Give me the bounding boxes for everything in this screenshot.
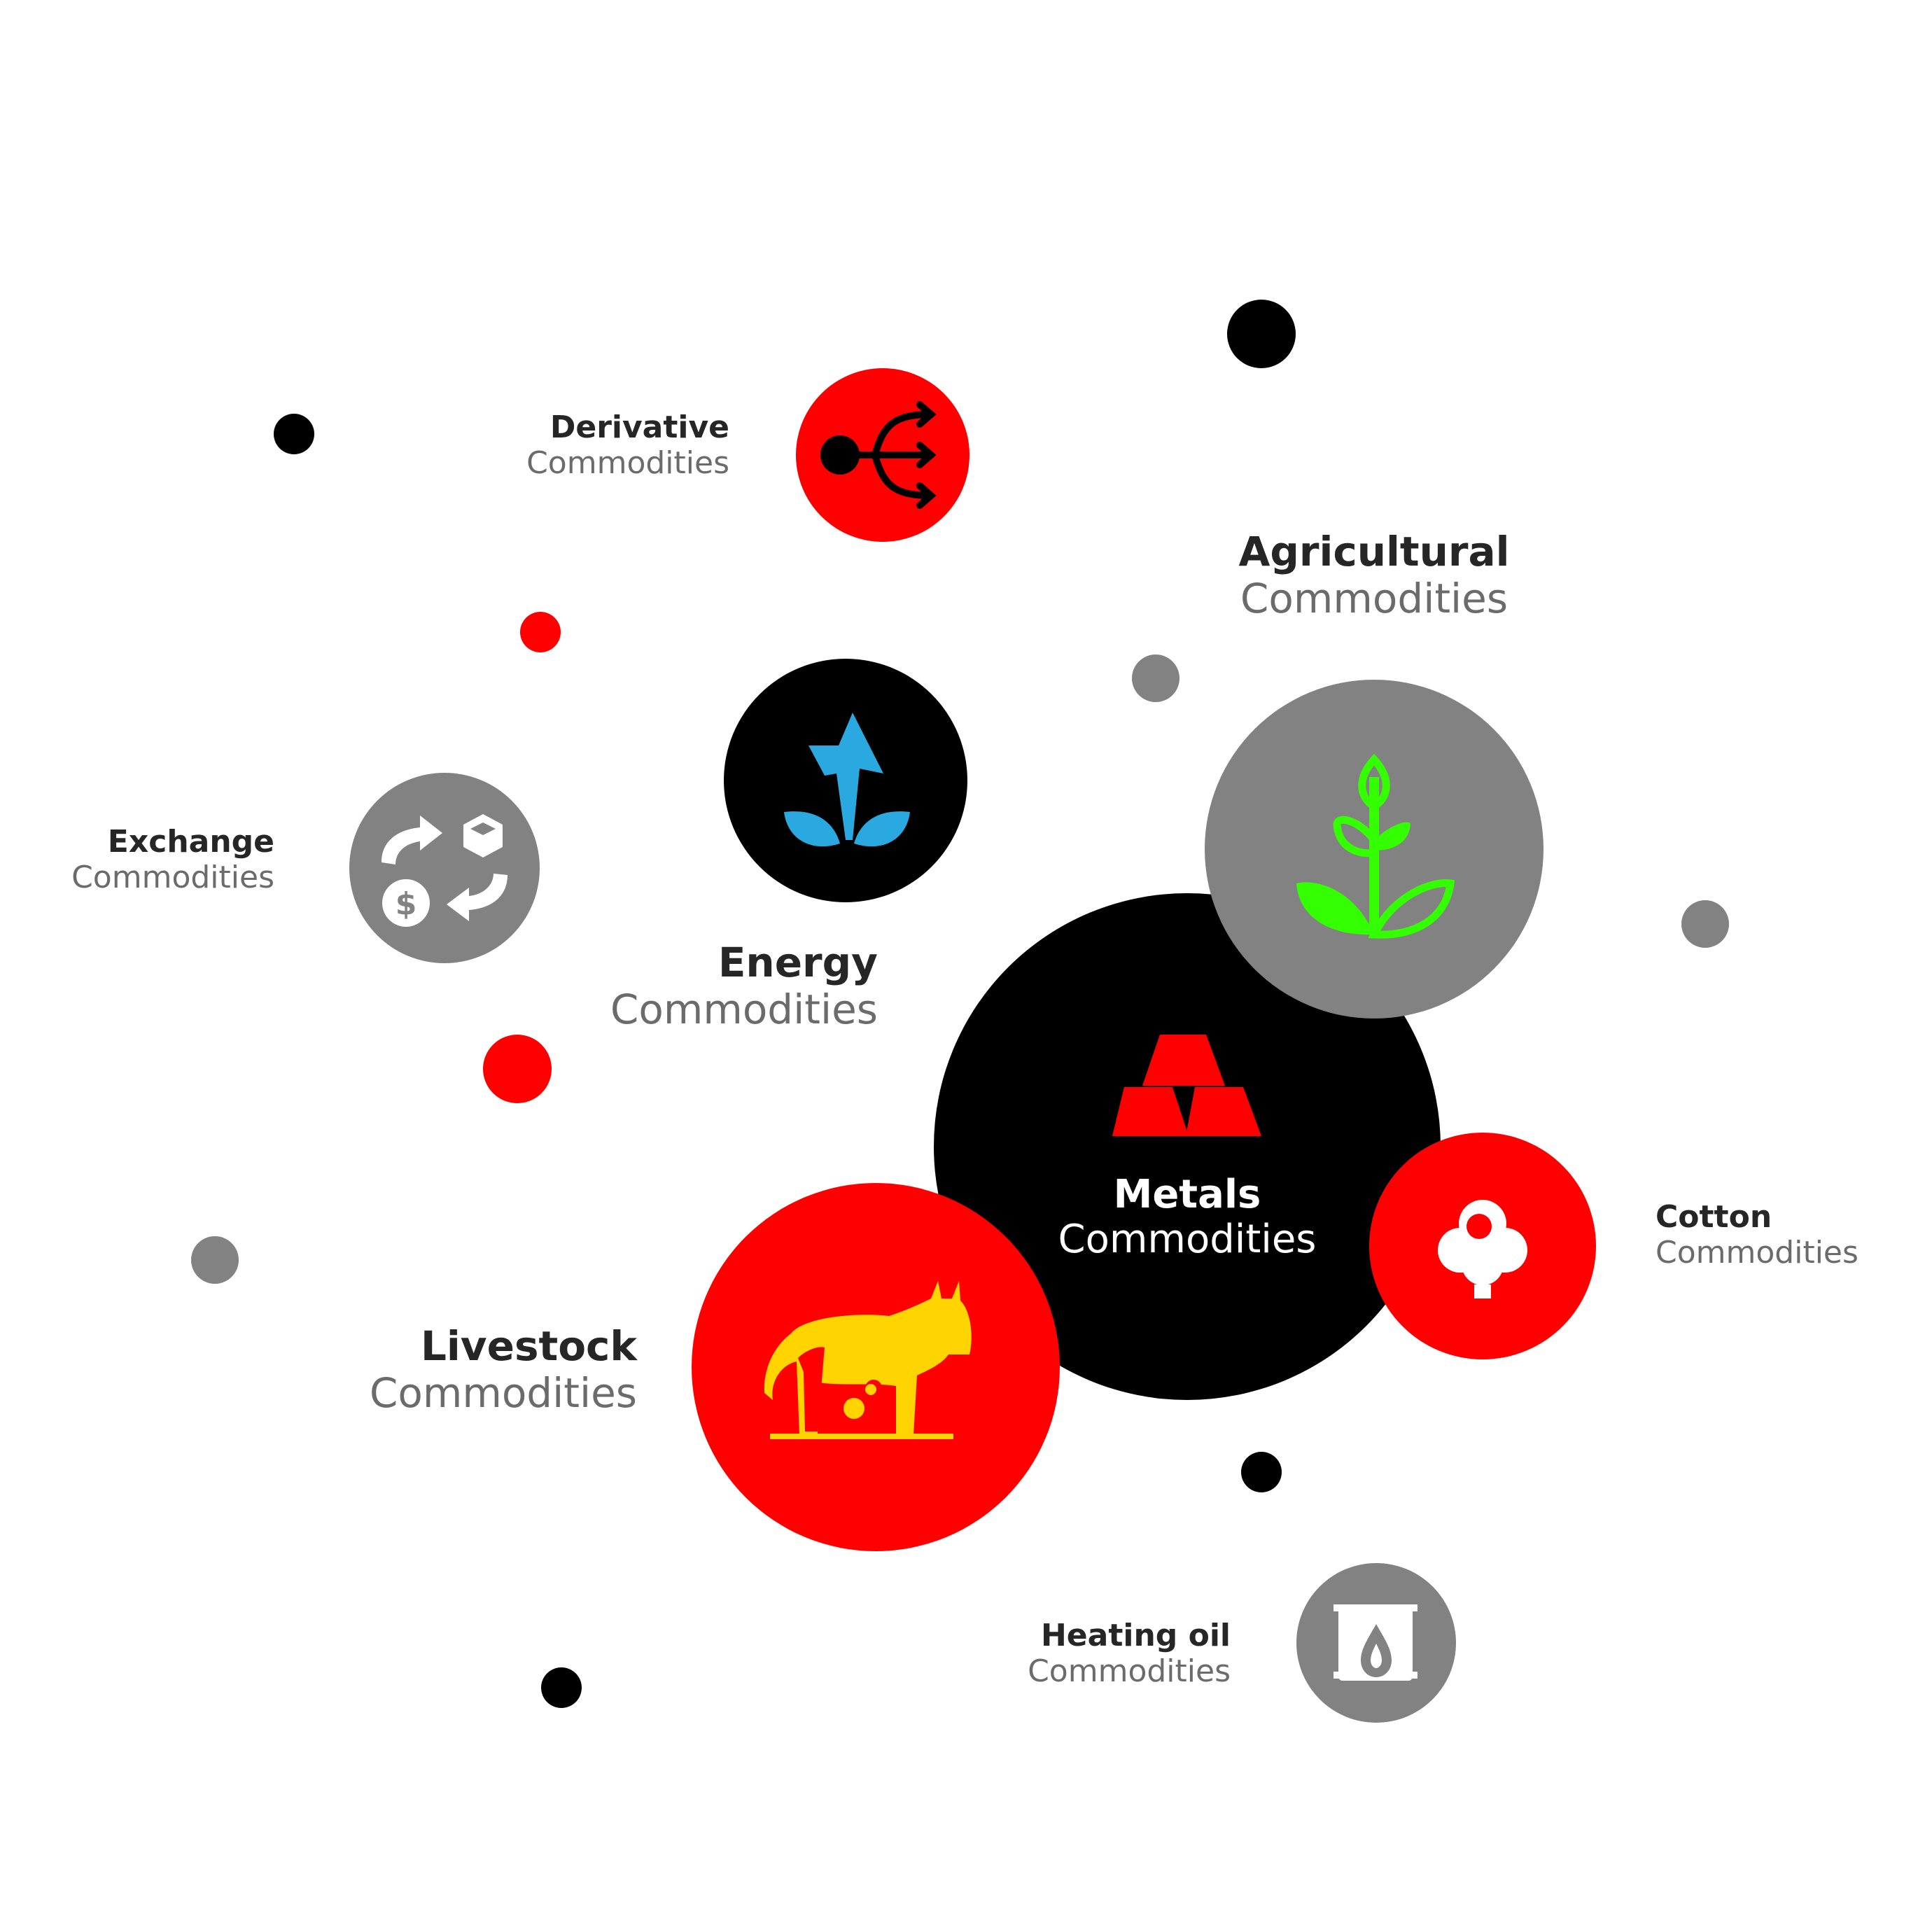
dot-gray: [1132, 654, 1180, 702]
label-livestock: Livestock Commodities: [370, 1323, 637, 1416]
plant-icon: [1296, 753, 1455, 939]
exchange-subtitle: Commodities: [71, 859, 274, 895]
agricultural-bubble: [1205, 680, 1544, 1018]
livestock-title: Livestock: [420, 1322, 637, 1370]
gold-bars-icon: [1112, 1035, 1261, 1136]
energy-bubble: [724, 659, 967, 902]
cotton-subtitle: Commodities: [1656, 1234, 1858, 1270]
energy-subtitle: Commodities: [610, 985, 878, 1033]
cotton-title: Cotton: [1656, 1199, 1772, 1235]
dot-gray: [1681, 900, 1729, 948]
split-arrows-icon: [820, 401, 937, 509]
derivative-title: Derivative: [550, 410, 729, 445]
label-agricultural: Agricultural Commodities: [1199, 528, 1549, 622]
livestock-subtitle: Commodities: [369, 1368, 637, 1417]
energy-title: Energy: [718, 939, 878, 986]
decorative-dots: [191, 300, 1729, 1708]
exchange-cycle-icon: [382, 814, 507, 927]
dot-red: [520, 612, 561, 652]
derivative-bubble: [796, 368, 969, 542]
label-exchange: Exchange Commodities: [71, 824, 274, 895]
livestock-bubble: [692, 1183, 1060, 1551]
metals-subtitle: Commodities: [1058, 1217, 1317, 1263]
heating-oil-title: Heating oil: [1040, 1618, 1231, 1653]
cotton-seed: [1466, 1214, 1492, 1239]
heating-oil-bubble: [1296, 1563, 1456, 1723]
dot-black: [1241, 1452, 1282, 1492]
dollar-sign-icon: $: [396, 886, 417, 922]
dot-gray: [191, 1236, 239, 1284]
lightning-leaf-icon: [784, 713, 910, 847]
agricultural-subtitle: Commodities: [1240, 574, 1508, 622]
derivative-subtitle: Commodities: [526, 444, 729, 481]
chicken-icon: [844, 1384, 876, 1419]
label-energy: Energy Commodities: [610, 939, 878, 1032]
dot-red: [483, 1035, 552, 1103]
exchange-bubble: $: [349, 773, 540, 963]
metals-circle: [934, 893, 1441, 1400]
exchange-title: Exchange: [107, 824, 274, 860]
dot-black: [1227, 300, 1296, 368]
heating-oil-subtitle: Commodities: [1028, 1653, 1231, 1689]
dot-black: [541, 1667, 582, 1708]
cotton-bubble: [1369, 1133, 1596, 1359]
label-heating-oil: Heating oil Commodities: [1028, 1618, 1231, 1689]
label-metals: Metals Commodities: [1012, 1172, 1362, 1263]
metals-bubble: [934, 893, 1441, 1400]
exchange-circle: [349, 773, 540, 963]
label-cotton: Cotton Commodities: [1656, 1199, 1858, 1270]
label-derivative: Derivative Commodities: [526, 410, 729, 481]
metals-title: Metals: [1113, 1172, 1261, 1217]
dot-black: [274, 414, 314, 454]
agricultural-title: Agricultural: [1238, 528, 1510, 575]
